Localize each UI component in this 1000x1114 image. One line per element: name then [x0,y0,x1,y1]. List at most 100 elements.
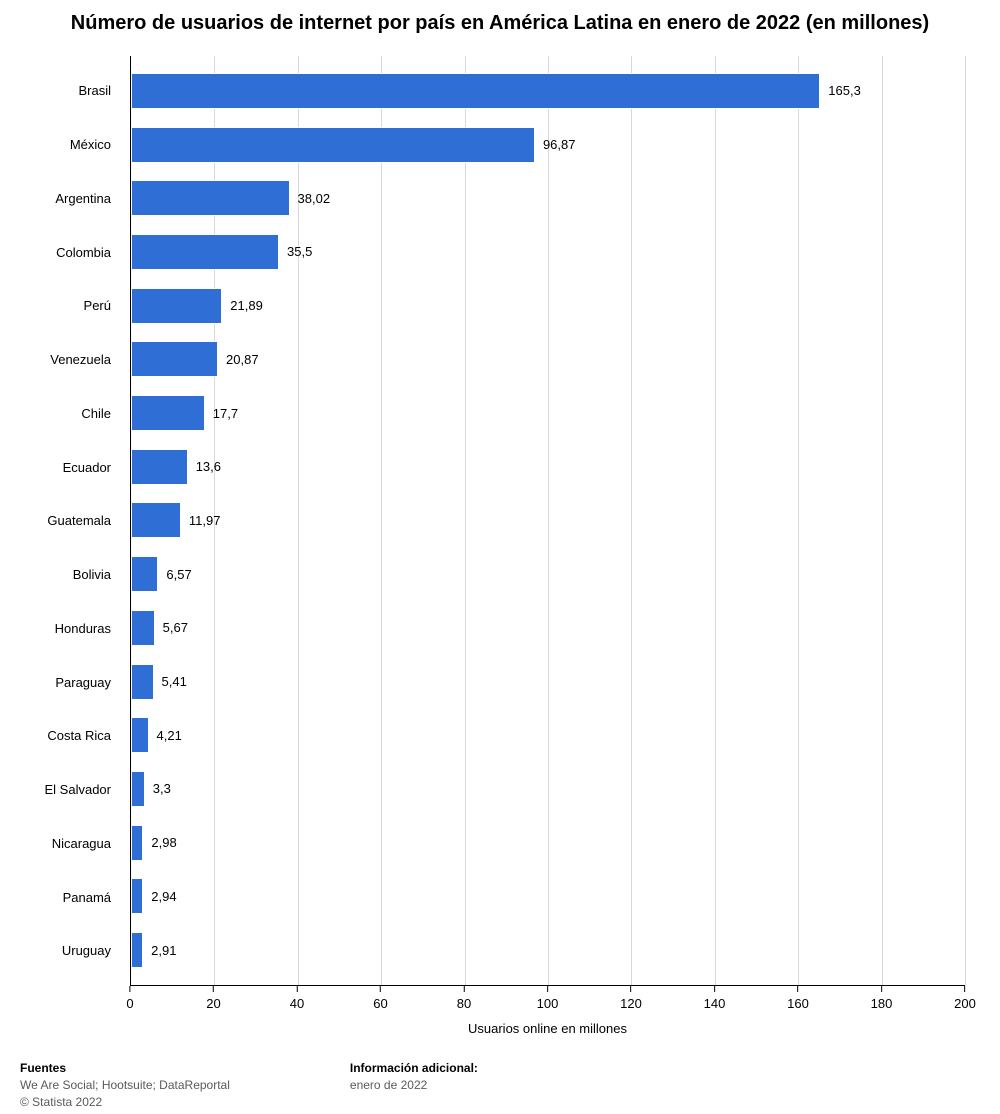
x-tick: 140 [704,986,726,1011]
bar-row: 3,3 [131,769,965,809]
x-tick: 200 [954,986,976,1011]
chart-footer: Fuentes We Are Social; Hootsuite; DataRe… [0,1061,1000,1111]
sources-heading: Fuentes [20,1061,230,1075]
bar-value-label: 5,67 [163,620,188,635]
y-axis-label: Uruguay [1,931,121,971]
x-axis-title: Usuarios online en millones [130,1021,965,1036]
y-axis-label: Bolivia [1,555,121,595]
bar-value-label: 4,21 [157,728,182,743]
bar-row: 5,67 [131,608,965,648]
x-tick-mark [464,986,465,992]
y-axis-label: Guatemala [1,501,121,541]
bar-row: 5,41 [131,662,965,702]
bar-value-label: 38,02 [298,191,331,206]
x-tick: 40 [290,986,304,1011]
bar [131,771,145,807]
bar-row: 6,57 [131,554,965,594]
y-axis-label: Honduras [1,608,121,648]
chart-title: Número de usuarios de internet por país … [0,0,1000,56]
x-tick: 160 [787,986,809,1011]
y-axis-label: Panamá [1,877,121,917]
x-tick-mark [797,986,798,992]
x-tick-mark [547,986,548,992]
x-tick: 180 [871,986,893,1011]
gridline [965,56,966,985]
bar [131,180,290,216]
bar-value-label: 21,89 [230,298,263,313]
y-axis-label: Venezuela [1,340,121,380]
bar-row: 2,91 [131,930,965,970]
x-axis: 020406080100120140160180200 [130,986,965,1016]
x-tick-mark [213,986,214,992]
bar-value-label: 2,91 [151,943,176,958]
bar [131,502,181,538]
x-tick: 0 [126,986,133,1011]
bar [131,664,154,700]
bar-row: 11,97 [131,500,965,540]
bar [131,288,222,324]
x-tick: 100 [537,986,559,1011]
bar [131,556,158,592]
y-axis-label: Perú [1,286,121,326]
x-tick: 80 [457,986,471,1011]
bar [131,127,535,163]
bar-value-label: 6,57 [166,567,191,582]
bar [131,395,205,431]
x-tick-label: 40 [290,996,304,1011]
y-axis-label: Argentina [1,178,121,218]
x-tick-label: 100 [537,996,559,1011]
x-tick-mark [714,986,715,992]
bar-row: 17,7 [131,393,965,433]
bar [131,610,155,646]
bar [131,932,143,968]
y-axis-label: Ecuador [1,447,121,487]
sources-text: We Are Social; Hootsuite; DataReportal [20,1077,230,1094]
x-tick-label: 20 [206,996,220,1011]
y-axis-label: Brasil [1,71,121,111]
x-tick-mark [881,986,882,992]
bar-row: 21,89 [131,286,965,326]
bar [131,825,143,861]
bar-value-label: 17,7 [213,406,238,421]
x-tick-mark [964,986,965,992]
x-tick-label: 200 [954,996,976,1011]
bar [131,449,188,485]
x-tick: 120 [620,986,642,1011]
bar [131,878,143,914]
bar-row: 4,21 [131,715,965,755]
x-tick-label: 0 [126,996,133,1011]
bar-row: 96,87 [131,125,965,165]
bar [131,341,218,377]
bar [131,717,149,753]
y-axis-label: México [1,125,121,165]
x-tick-mark [129,986,130,992]
x-tick-label: 180 [871,996,893,1011]
bar-row: 2,98 [131,823,965,863]
footer-additional: Información adicional: enero de 2022 [350,1061,478,1111]
bar-row: 20,87 [131,339,965,379]
plot-area: 165,396,8738,0235,521,8920,8717,713,611,… [130,56,965,986]
x-tick-label: 160 [787,996,809,1011]
x-tick: 60 [373,986,387,1011]
bar-value-label: 2,98 [151,835,176,850]
bar-row: 165,3 [131,71,965,111]
y-axis-labels: BrasilMéxicoArgentinaColombiaPerúVenezue… [1,56,121,986]
bar-value-label: 3,3 [153,781,171,796]
y-axis-label: Costa Rica [1,716,121,756]
bar-row: 2,94 [131,876,965,916]
y-axis-label: El Salvador [1,770,121,810]
bar [131,73,820,109]
bar-value-label: 96,87 [543,137,576,152]
x-tick-label: 140 [704,996,726,1011]
additional-text: enero de 2022 [350,1077,478,1094]
copyright-text: © Statista 2022 [20,1094,230,1111]
x-tick-mark [380,986,381,992]
bar-value-label: 11,97 [189,513,221,528]
bar-value-label: 5,41 [162,674,187,689]
bar-value-label: 20,87 [226,352,259,367]
bar-value-label: 165,3 [828,83,861,98]
x-tick-label: 80 [457,996,471,1011]
bar-row: 13,6 [131,447,965,487]
x-tick-label: 120 [620,996,642,1011]
bars-group: 165,396,8738,0235,521,8920,8717,713,611,… [131,56,965,985]
